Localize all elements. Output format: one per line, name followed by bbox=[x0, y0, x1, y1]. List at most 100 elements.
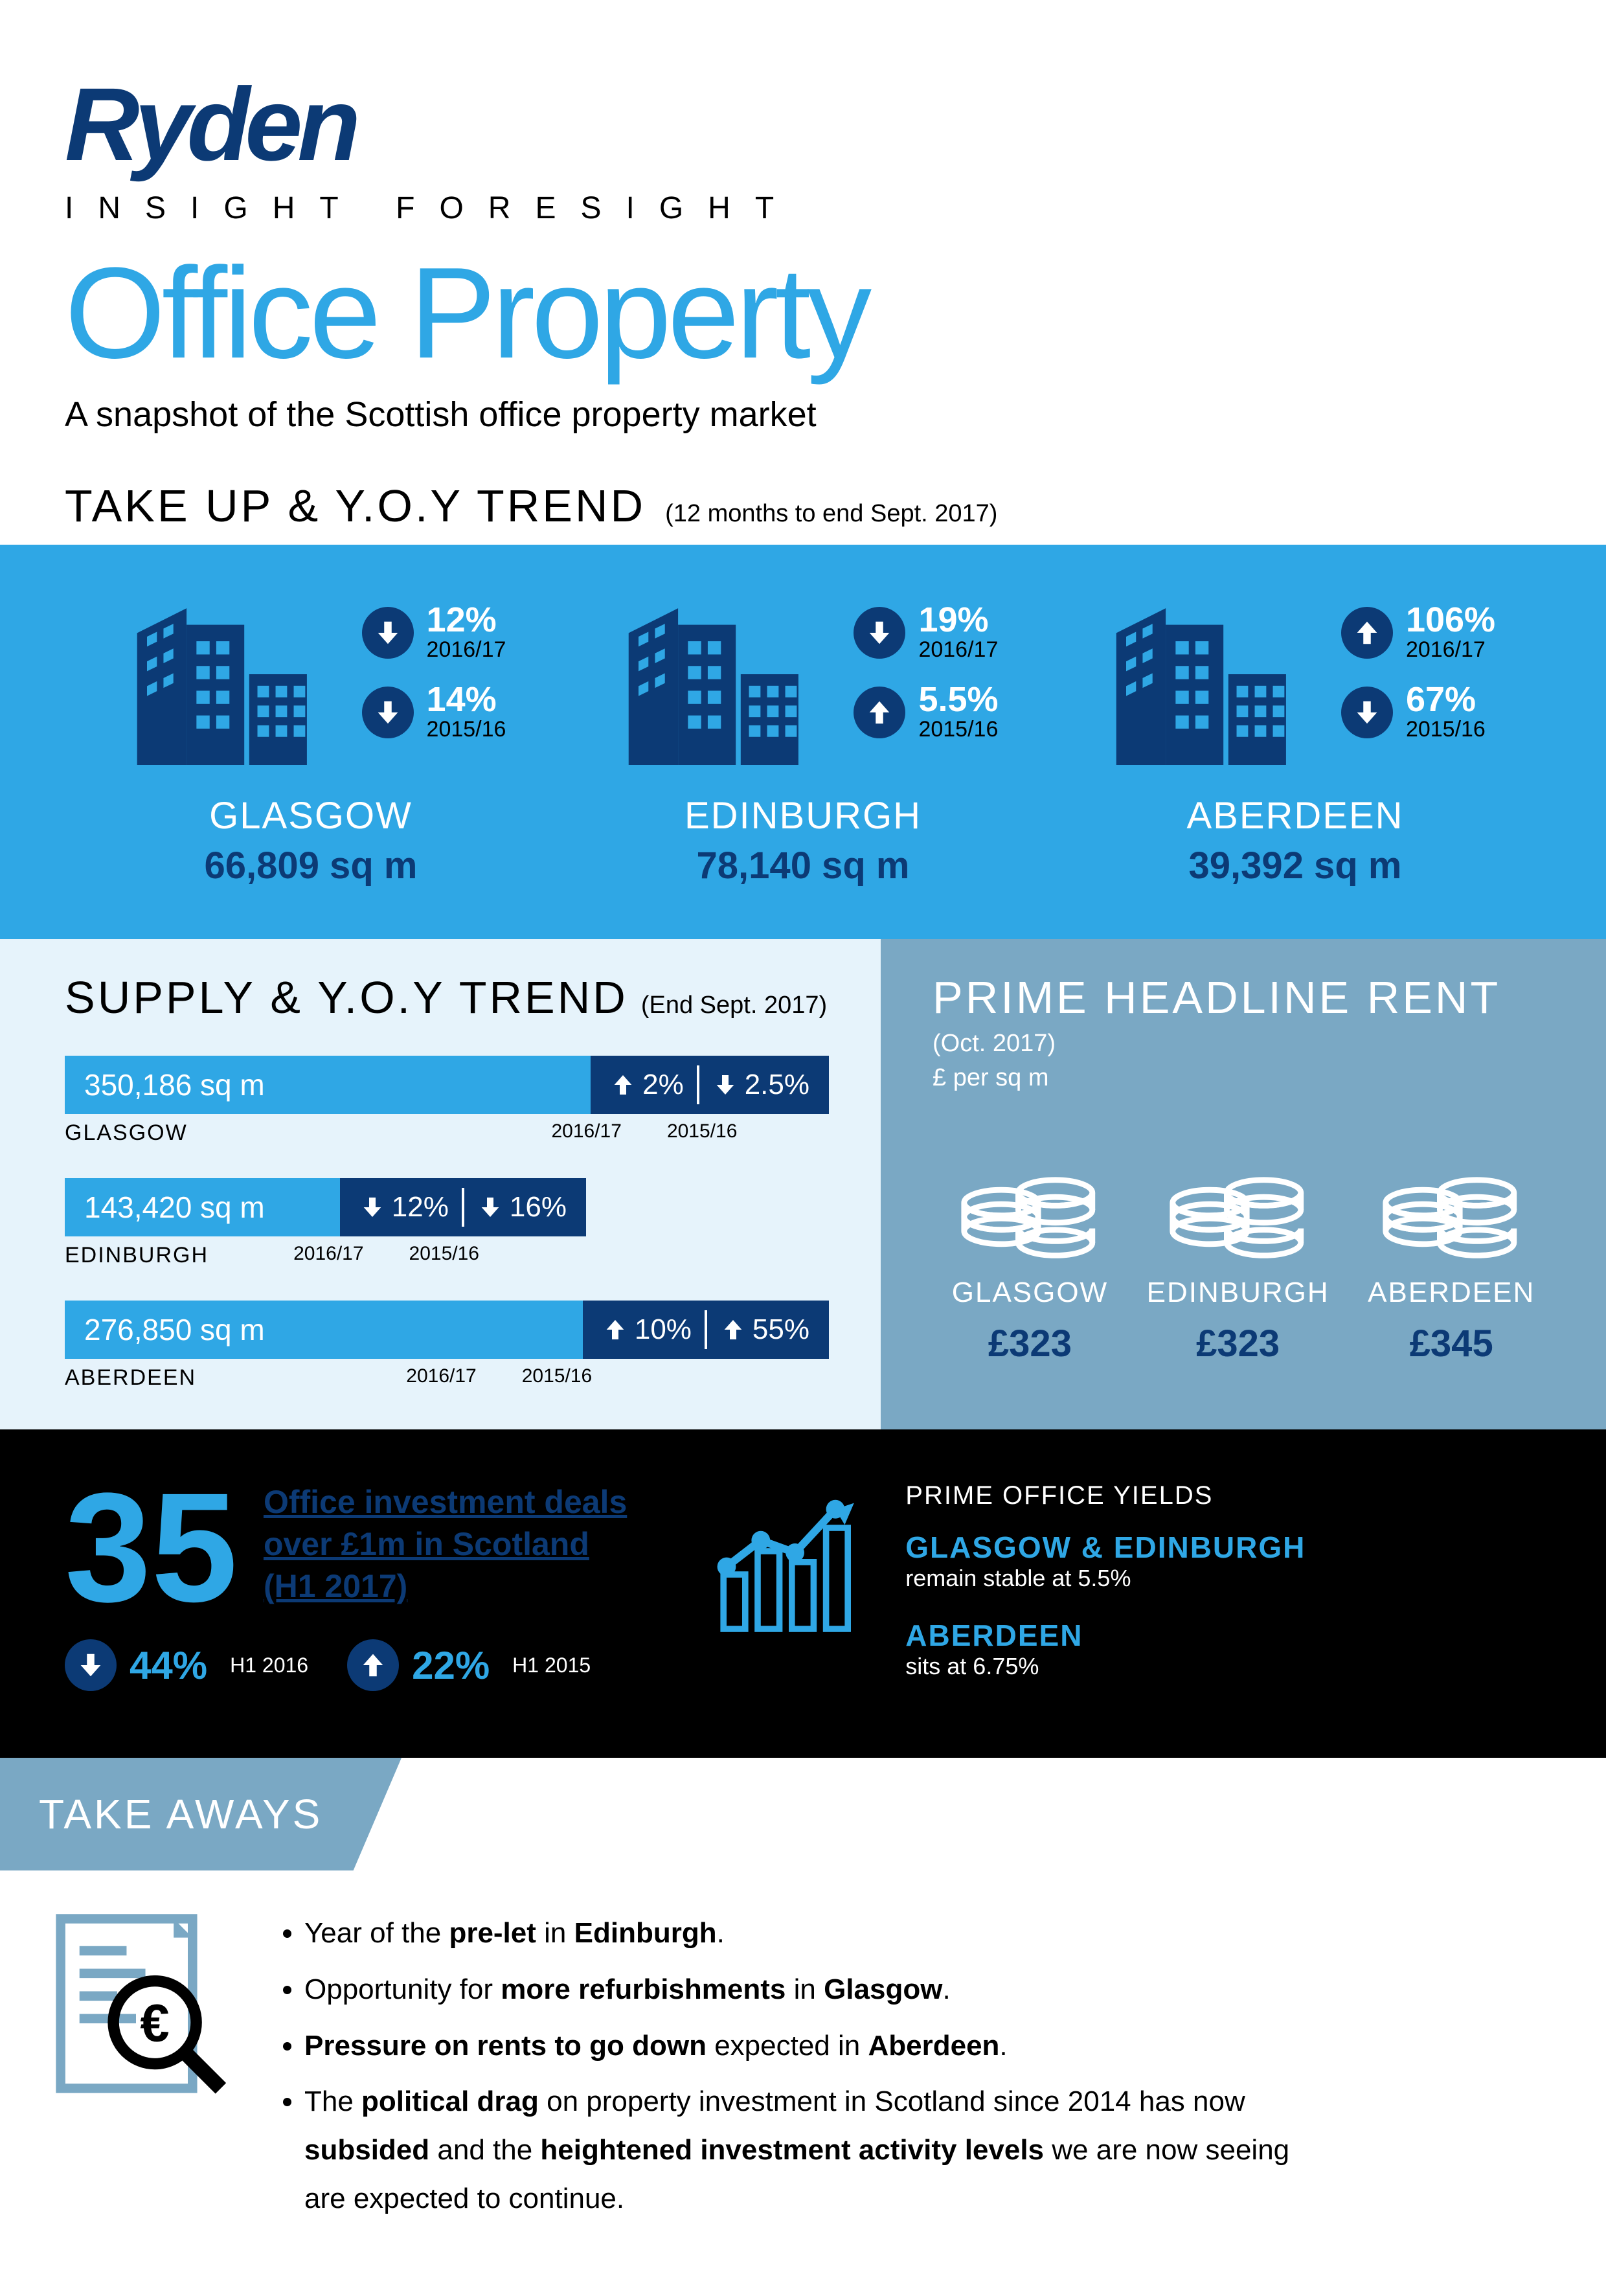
rent-city-value: £323 bbox=[1196, 1322, 1280, 1365]
takeup-stat: 19% 2016/17 bbox=[854, 602, 998, 663]
investment-line-1: Office investment deals bbox=[264, 1481, 627, 1523]
arrow-down-icon bbox=[359, 1194, 385, 1220]
takeup-city-sqm: 39,392 sq m bbox=[1189, 844, 1402, 887]
svg-text:€: € bbox=[140, 1994, 169, 2053]
rent-unit: £ per sq m bbox=[933, 1064, 1554, 1092]
supply-change-pct: 12% bbox=[392, 1191, 449, 1223]
investment-line-3: (H1 2017) bbox=[264, 1565, 627, 1608]
takeup-year: 2015/16 bbox=[1406, 717, 1486, 742]
arrow-up-icon bbox=[720, 1317, 746, 1343]
supply-title: SUPPLY & Y.O.Y TREND bbox=[65, 972, 628, 1023]
investment-change-year: H1 2015 bbox=[512, 1654, 591, 1677]
takeup-year: 2016/17 bbox=[918, 637, 998, 663]
takeaways-label: TAKE AWAYS bbox=[0, 1758, 402, 1870]
investment-change: 22% H1 2015 bbox=[347, 1639, 591, 1691]
document-magnify-icon: € bbox=[39, 1909, 233, 2117]
investment-big-number: 35 bbox=[65, 1481, 238, 1613]
yield-cities: ABERDEEN bbox=[905, 1618, 1306, 1653]
arrow-down-icon bbox=[65, 1639, 117, 1691]
investment-description: Office investment deals over £1m in Scot… bbox=[264, 1481, 627, 1608]
takeup-band: 12% 2016/17 14% 2015/16 GLASGOW 66,809 s… bbox=[0, 545, 1606, 939]
supply-panel: SUPPLY & Y.O.Y TREND (End Sept. 2017) 35… bbox=[0, 939, 881, 1429]
yields-title: PRIME OFFICE YIELDS bbox=[905, 1481, 1306, 1510]
takeup-title-bar: TAKE UP & Y.O.Y TREND (12 months to end … bbox=[0, 460, 1606, 545]
arrow-down-icon bbox=[712, 1072, 738, 1098]
supply-sqm-label: 350,186 sq m bbox=[84, 1067, 265, 1102]
takeaway-item: Year of the pre-let in Edinburgh. bbox=[304, 1909, 1308, 1958]
supply-sqm-label: 276,850 sq m bbox=[84, 1312, 265, 1347]
rent-city-name: EDINBURGH bbox=[1147, 1277, 1329, 1309]
arrow-up-icon bbox=[1341, 607, 1393, 659]
supply-city-name: EDINBURGH bbox=[65, 1243, 209, 1268]
rent-city-block: ABERDEEN £345 bbox=[1368, 1131, 1535, 1365]
header: Ryden INSIGHT FORESIGHT Office Property … bbox=[0, 0, 1606, 460]
takeaway-item: Pressure on rents to go down expected in… bbox=[304, 2022, 1308, 2071]
takeup-stat: 12% 2016/17 bbox=[362, 602, 506, 663]
supply-change-year: 2016/17 bbox=[551, 1120, 621, 1146]
investment-change-pct: 44% bbox=[130, 1643, 207, 1688]
supply-bar-fill: 143,420 sq m bbox=[65, 1178, 340, 1236]
takeup-pct: 106% bbox=[1406, 602, 1495, 637]
arrow-up-icon bbox=[610, 1072, 636, 1098]
rent-city-name: GLASGOW bbox=[952, 1277, 1108, 1309]
arrow-down-icon bbox=[477, 1194, 503, 1220]
takeaways-section: TAKE AWAYS bbox=[0, 1758, 1606, 1870]
supply-subtitle: (End Sept. 2017) bbox=[641, 992, 827, 1019]
brand-logo: Ryden bbox=[65, 65, 1541, 184]
takeaways-list: Year of the pre-let in Edinburgh. Opportu… bbox=[272, 1909, 1308, 2231]
coins-icon bbox=[958, 1131, 1101, 1264]
takeup-stat: 106% 2016/17 bbox=[1341, 602, 1495, 663]
yield-row: ABERDEEN sits at 6.75% bbox=[905, 1618, 1306, 1680]
rent-subtitle: (Oct. 2017) bbox=[933, 1030, 1056, 1058]
page-subtitle: A snapshot of the Scottish office proper… bbox=[65, 394, 1541, 435]
brand-tagline: INSIGHT FORESIGHT bbox=[65, 190, 1541, 226]
supply-bar-fill: 350,186 sq m bbox=[65, 1056, 591, 1114]
investment-line-2: over £1m in Scotland bbox=[264, 1523, 627, 1565]
arrow-down-icon bbox=[1341, 687, 1393, 738]
building-icon bbox=[1095, 584, 1302, 768]
supply-change: 55% bbox=[720, 1313, 809, 1346]
investment-change-year: H1 2016 bbox=[230, 1654, 308, 1677]
arrow-up-icon bbox=[854, 687, 905, 738]
supply-bar-row: 350,186 sq m 2% 2.5% GLASGOW 2016/172015… bbox=[65, 1056, 829, 1146]
supply-bar-row: 276,850 sq m 10% 55% ABERDEEN 2016/17201… bbox=[65, 1301, 829, 1391]
takeup-city-block: 12% 2016/17 14% 2015/16 GLASGOW 66,809 s… bbox=[84, 584, 537, 887]
coins-icon bbox=[1380, 1131, 1522, 1264]
coins-icon bbox=[1167, 1131, 1309, 1264]
takeup-year: 2015/16 bbox=[918, 717, 998, 742]
supply-change: 12% bbox=[359, 1191, 449, 1223]
arrow-down-icon bbox=[362, 687, 414, 738]
takeup-city-sqm: 78,140 sq m bbox=[697, 844, 910, 887]
takeup-city-sqm: 66,809 sq m bbox=[205, 844, 418, 887]
takeup-pct: 12% bbox=[427, 602, 506, 637]
supply-change-year: 2016/17 bbox=[406, 1365, 476, 1391]
takeup-subtitle: (12 months to end Sept. 2017) bbox=[665, 500, 997, 528]
takeaway-item: The political drag on property investmen… bbox=[304, 2078, 1308, 2223]
rent-city-block: GLASGOW £323 bbox=[952, 1131, 1108, 1365]
takeup-pct: 5.5% bbox=[918, 682, 998, 717]
takeup-year: 2016/17 bbox=[427, 637, 506, 663]
investment-band: 35 Office investment deals over £1m in S… bbox=[0, 1429, 1606, 1758]
rent-city-block: EDINBURGH £323 bbox=[1147, 1131, 1329, 1365]
takeup-city-name: ABERDEEN bbox=[1186, 794, 1403, 837]
supply-sqm-label: 143,420 sq m bbox=[84, 1190, 265, 1225]
supply-change-year: 2015/16 bbox=[409, 1243, 479, 1268]
supply-change-pct: 16% bbox=[510, 1191, 567, 1223]
building-icon bbox=[607, 584, 815, 768]
takeaway-item: Opportunity for more refurbishments in G… bbox=[304, 1966, 1308, 2014]
takeup-title: TAKE UP & Y.O.Y TREND bbox=[65, 480, 646, 532]
rent-city-value: £323 bbox=[988, 1322, 1072, 1365]
supply-changes-box: 12% 16% bbox=[340, 1178, 586, 1236]
building-icon bbox=[116, 584, 323, 768]
page-title: Office Property bbox=[65, 239, 1541, 388]
arrow-down-icon bbox=[362, 607, 414, 659]
arrow-up-icon bbox=[347, 1639, 399, 1691]
takeup-stat: 14% 2015/16 bbox=[362, 682, 506, 742]
takeup-pct: 14% bbox=[427, 682, 506, 717]
supply-change-year: 2016/17 bbox=[293, 1243, 363, 1268]
yield-cities: GLASGOW & EDINBURGH bbox=[905, 1530, 1306, 1565]
takeup-year: 2015/16 bbox=[427, 717, 506, 742]
supply-change-pct: 55% bbox=[752, 1313, 809, 1346]
supply-bar-row: 143,420 sq m 12% 16% EDINBURGH 2016/17 20… bbox=[65, 1178, 829, 1268]
supply-changes-box: 10% 55% bbox=[583, 1301, 829, 1359]
